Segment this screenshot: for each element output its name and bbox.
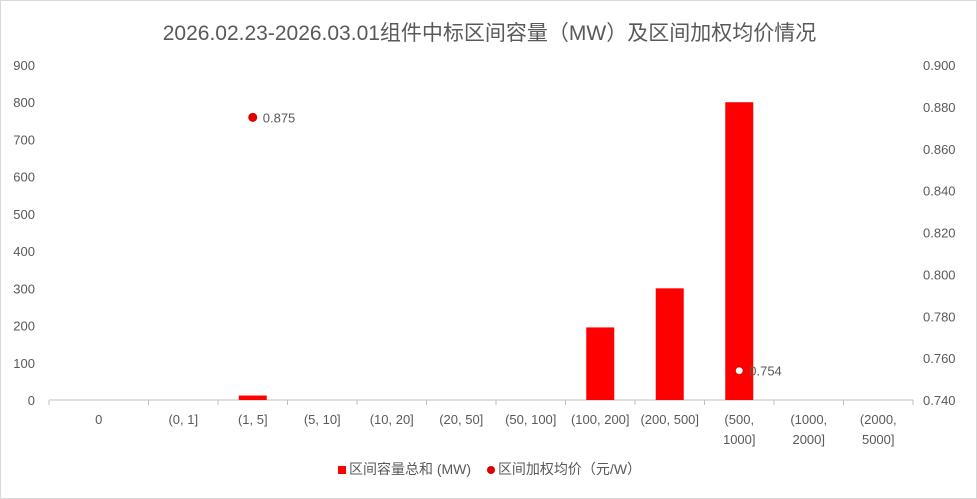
legend-item-price: 区间加权均价（元/W）: [486, 461, 642, 477]
x-tick-label: (50, 100]: [505, 412, 556, 427]
x-tick-label: (1000,: [790, 412, 827, 427]
y2-tick-label: 0.880: [923, 100, 956, 115]
bar: [725, 102, 754, 400]
y-tick-label: 0: [28, 393, 35, 408]
y2-tick-label: 0.840: [923, 184, 956, 199]
data-label: 0.875: [263, 110, 296, 125]
price-point: [734, 366, 744, 376]
bar: [238, 395, 267, 400]
chart-title: 2026.02.23-2026.03.01组件中标区间容量（MW）及区间加权均价…: [162, 22, 817, 45]
y-tick-label: 900: [13, 58, 35, 73]
bar: [655, 288, 684, 400]
y2-tick-label: 0.800: [923, 267, 956, 282]
x-tick-label: 2000]: [792, 432, 825, 447]
x-tick-label: (1, 5]: [238, 412, 268, 427]
y-tick-label: 500: [13, 207, 35, 222]
x-tick-label: (0, 1]: [168, 412, 198, 427]
y2-tick-label: 0.900: [923, 58, 956, 73]
legend-item-capacity: 区间容量总和 (MW): [337, 461, 472, 477]
legend-label: 区间加权均价（元/W）: [497, 461, 642, 477]
y2-tick-label: 0.760: [923, 351, 956, 366]
y-tick-label: 200: [13, 319, 35, 334]
y2-tick-label: 0.820: [923, 226, 956, 241]
x-tick-label: 0: [95, 412, 102, 427]
x-tick-label: (2000,: [860, 412, 897, 427]
y-tick-label: 600: [13, 170, 35, 185]
y-tick-label: 300: [13, 281, 35, 296]
legend: 区间容量总和 (MW) 区间加权均价（元/W）: [1, 459, 976, 479]
x-tick-label: 1000]: [723, 432, 756, 447]
y-tick-label: 700: [13, 132, 35, 147]
x-tick-label: (100, 200]: [571, 412, 630, 427]
data-label: 0.754: [749, 364, 782, 379]
x-tick-label: 5000]: [862, 432, 895, 447]
y2-tick-label: 0.740: [923, 393, 956, 408]
price-point: [248, 112, 258, 122]
legend-label: 区间容量总和 (MW): [348, 461, 472, 477]
x-tick-label: (20, 50]: [439, 412, 483, 427]
x-tick-label: (200, 500]: [640, 412, 699, 427]
y2-tick-label: 0.860: [923, 142, 956, 157]
y-tick-label: 800: [13, 95, 35, 110]
x-tick-label: (10, 20]: [370, 412, 414, 427]
bar: [586, 327, 615, 400]
x-tick-label: (5, 10]: [304, 412, 341, 427]
y-tick-label: 100: [13, 356, 35, 371]
bar-swatch-icon: [337, 466, 346, 474]
y2-tick-label: 0.780: [923, 309, 956, 324]
y-tick-label: 400: [13, 244, 35, 259]
dot-marker-icon: [486, 466, 495, 474]
x-tick-label: (500,: [724, 412, 754, 427]
